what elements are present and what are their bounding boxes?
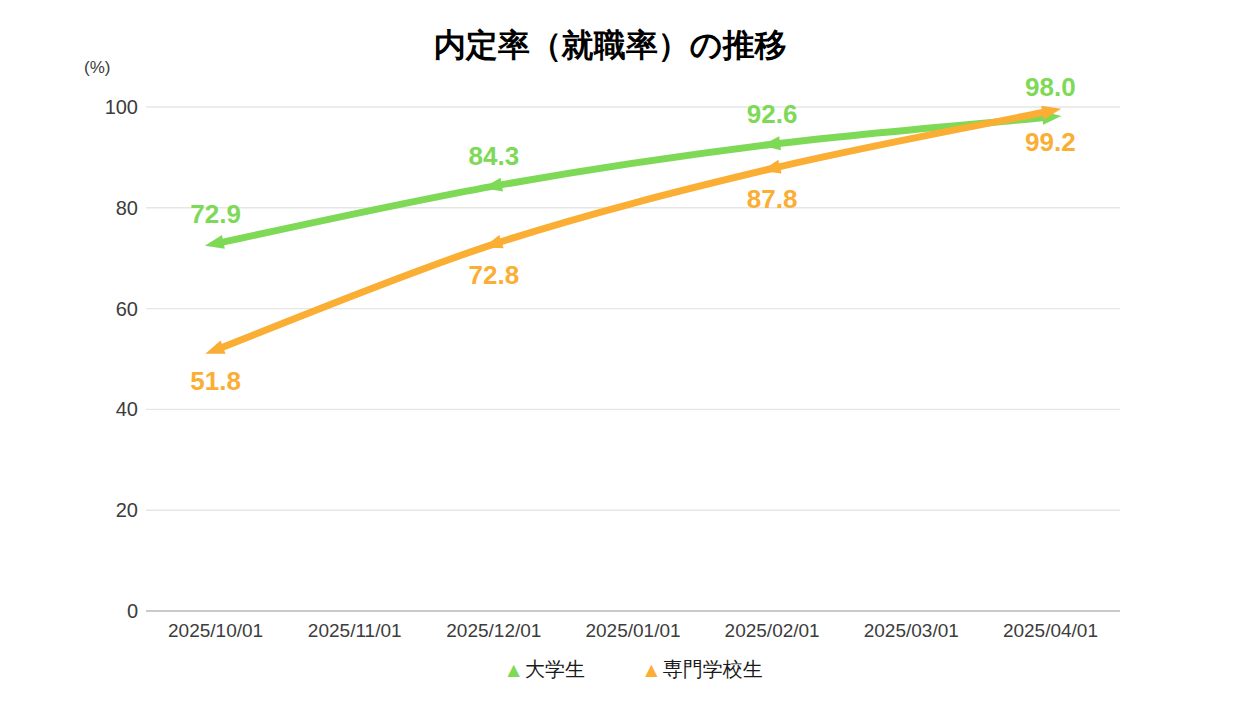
legend-label: 大学生: [525, 656, 585, 683]
y-axis-tick-label: 60: [58, 298, 138, 320]
x-axis-tick-label: 2025/02/01: [702, 621, 842, 641]
value-label: 87.8: [747, 184, 798, 215]
data-point-marker: [203, 341, 226, 361]
x-axis-tick-label: 2025/11/01: [285, 621, 425, 641]
value-label: 84.3: [469, 141, 520, 172]
x-axis-tick-label: 2025/04/01: [980, 621, 1120, 641]
line-chart-plot: [0, 0, 1260, 720]
chart-legend: ▲大学生▲専門学校生: [146, 656, 1120, 683]
legend-label: 専門学校生: [663, 656, 763, 683]
x-axis-tick-label: 2025/10/01: [146, 621, 286, 641]
series-line-専門学校生: [216, 111, 1051, 350]
y-axis-tick-label: 80: [58, 197, 138, 219]
chart-container: 内定率（就職率）の推移 (%) 020406080100 2025/10/012…: [0, 0, 1260, 720]
y-axis-tick-label: 0: [58, 600, 138, 622]
value-label: 98.0: [1025, 72, 1076, 103]
x-axis-tick-label: 2025/12/01: [424, 621, 564, 641]
data-point-marker: [203, 235, 224, 253]
legend-item: ▲専門学校生: [641, 656, 763, 683]
y-axis-tick-label: 40: [58, 398, 138, 420]
x-axis-tick-label: 2025/03/01: [841, 621, 981, 641]
y-axis-tick-label: 100: [58, 96, 138, 118]
value-label: 72.8: [469, 260, 520, 291]
value-label: 51.8: [190, 366, 241, 397]
value-label: 99.2: [1025, 127, 1076, 158]
legend-item: ▲大学生: [503, 656, 585, 683]
value-label: 92.6: [747, 99, 798, 130]
value-label: 72.9: [190, 199, 241, 230]
x-axis-tick-label: 2025/01/01: [563, 621, 703, 641]
triangle-marker-icon: ▲: [641, 659, 662, 680]
y-axis-tick-label: 20: [58, 499, 138, 521]
triangle-marker-icon: ▲: [503, 659, 524, 680]
